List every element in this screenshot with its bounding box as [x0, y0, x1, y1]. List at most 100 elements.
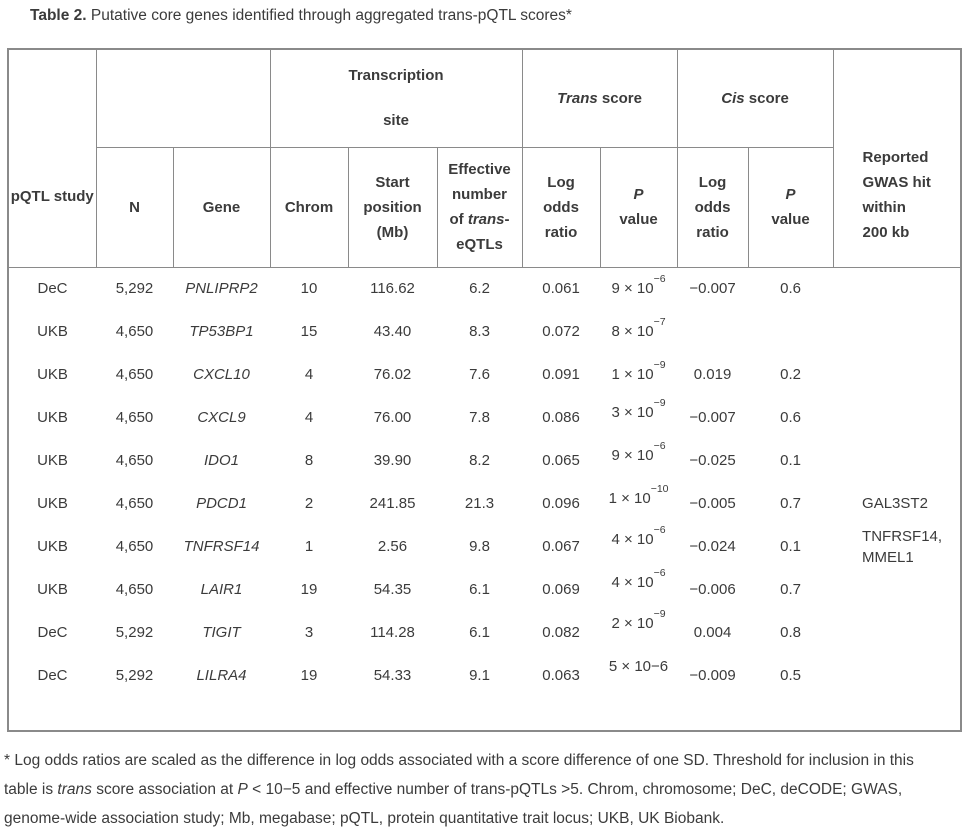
cell-effective-number: 6.2	[469, 280, 490, 298]
table-header: pQTL study Transcription site Trans scor…	[7, 48, 962, 268]
cell-cis-p-value: 0.8	[780, 624, 801, 641]
col-header-gwas-hit: Reported GWAS hit within 200 kb	[832, 48, 962, 268]
cell-trans-p-value: 1 × 10−9	[611, 359, 666, 383]
cell-n: 4,650	[115, 538, 154, 555]
table-row: DeC 5,292 PNLIPRP2 10 116.62 6.2 0.061 9…	[8, 267, 961, 310]
cell-pqtl-study: UKB	[37, 452, 68, 469]
footnote-line-2: table is trans score association at P < …	[4, 781, 903, 798]
cell-pqtl-study: UKB	[37, 323, 68, 340]
table-row: UKB 4,650 LAIR1 19 54.35 6.1 0.069 4 × 1…	[8, 568, 961, 611]
p-value-exponent: −9	[653, 397, 666, 409]
cell-pqtl-study: UKB	[37, 495, 68, 512]
cell-trans-p-value: 8 × 10−7	[611, 316, 666, 340]
cell-trans-p-value: 2 × 10−9	[611, 608, 666, 632]
cell-pqtl-study: DeC	[37, 667, 68, 684]
cell-chrom: 19	[300, 667, 318, 684]
cell-cis-log-odds	[677, 310, 748, 353]
cell-n: 4,650	[115, 452, 154, 469]
cell-cis-log-odds: −0.025	[689, 452, 736, 469]
cell-cis-p-value	[748, 310, 833, 353]
cell-gwas-hit	[833, 267, 961, 310]
col-header-start-position: Start position (Mb)	[347, 146, 438, 268]
group-header-transcription-site: Transcription site	[269, 48, 523, 148]
cell-trans-log-odds: 0.063	[542, 667, 580, 684]
cell-start-position: 39.90	[373, 452, 412, 469]
cell-chrom: 10	[300, 280, 318, 298]
header-group-row: pQTL study Transcription site Trans scor…	[7, 48, 962, 268]
cell-trans-p-value: 4 × 10−6	[611, 524, 666, 548]
cell-gwas-hit	[833, 353, 961, 396]
col-header-pqtl-study: pQTL study	[7, 48, 97, 268]
cell-trans-log-odds: 0.072	[542, 323, 580, 340]
table-row: UKB 4,650 IDO1 8 39.90 8.2 0.065 9 × 10−…	[8, 439, 961, 482]
table-body: DeC 5,292 PNLIPRP2 10 116.62 6.2 0.061 9…	[8, 267, 961, 731]
cell-trans-log-odds: 0.069	[542, 581, 580, 598]
cell-chrom: 15	[300, 323, 318, 340]
cell-pqtl-study: DeC	[37, 280, 68, 298]
cell-gwas-hit	[833, 439, 961, 482]
cell-trans-p-value: 1 × 10−10	[608, 483, 669, 507]
cell-effective-number: 8.2	[469, 452, 490, 469]
cis-score-italic: Cis	[721, 89, 745, 107]
cell-gene: LILRA4	[196, 667, 247, 684]
cell-cis-log-odds: −0.007	[689, 280, 736, 298]
cell-gene: LAIR1	[200, 581, 243, 598]
cell-n: 4,650	[115, 323, 154, 340]
cell-start-position: 76.00	[373, 409, 412, 426]
cell-cis-p-value: 0.5	[780, 667, 801, 684]
table-row: UKB 4,650 CXCL9 4 76.00 7.8 0.086 3 × 10…	[8, 396, 961, 439]
cell-gwas-hit: TNFRSF14, MMEL1	[862, 527, 943, 566]
cell-n: 4,650	[115, 409, 154, 426]
cell-start-position: 54.35	[373, 581, 412, 598]
cell-gwas-hit	[833, 611, 961, 654]
cell-effective-number: 9.1	[469, 667, 490, 684]
cell-trans-p-value: 3 × 10−9	[611, 397, 666, 421]
p-value-exponent: −6	[653, 273, 666, 286]
cell-gene: PNLIPRP2	[185, 280, 258, 298]
table-caption: Table 2. Putative core genes identified …	[30, 6, 572, 26]
cell-n: 5,292	[115, 624, 154, 641]
cell-chrom: 1	[304, 538, 314, 555]
cell-trans-p-value: 9 × 10−6	[611, 440, 666, 464]
cell-start-position: 76.02	[373, 366, 412, 383]
cell-effective-number: 9.8	[469, 538, 490, 555]
table-row: DeC 5,292 TIGIT 3 114.28 6.1 0.082 2 × 1…	[8, 608, 961, 654]
cell-cis-p-value: 0.1	[780, 538, 801, 555]
cell-cis-log-odds: −0.009	[689, 667, 736, 684]
cell-gwas-hit	[833, 654, 961, 697]
cell-cis-p-value: 0.6	[780, 280, 801, 298]
cell-gwas-hit	[833, 568, 961, 611]
table-row: DeC 5,292 LILRA4 19 54.33 9.1 0.063 5 × …	[8, 654, 961, 697]
cell-gene: TNFRSF14	[183, 538, 260, 555]
cell-start-position: 2.56	[377, 538, 408, 555]
cell-n: 4,650	[115, 366, 154, 383]
cell-gene: CXCL9	[197, 409, 246, 426]
cell-trans-log-odds: 0.086	[542, 409, 580, 426]
col-header-effective-number: Effective number of trans-eQTLs	[436, 146, 523, 268]
cell-start-position: 54.33	[373, 667, 412, 684]
cell-chrom: 2	[304, 495, 314, 512]
cell-cis-log-odds: −0.005	[689, 495, 736, 512]
cell-start-position: 43.40	[373, 323, 412, 340]
cell-n: 5,292	[115, 667, 154, 684]
pqtl-results-table: pQTL study Transcription site Trans scor…	[7, 48, 963, 732]
footnote-line-3: genome-wide association study; Mb, megab…	[4, 810, 725, 827]
cell-pqtl-study: UKB	[37, 409, 68, 426]
p-value-exponent: −6	[653, 524, 666, 536]
table-row: UKB 4,650 TP53BP1 15 43.40 8.3 0.072 8 ×…	[8, 310, 961, 353]
cell-pqtl-study: DeC	[37, 624, 68, 641]
cell-effective-number: 7.8	[469, 409, 490, 426]
cell-n: 4,650	[115, 581, 154, 598]
cell-chrom: 4	[304, 409, 314, 426]
cell-effective-number: 8.3	[469, 323, 490, 340]
cell-n: 5,292	[115, 280, 154, 298]
group-header-trans-score: Trans score	[521, 48, 678, 148]
cell-chrom: 19	[300, 581, 318, 598]
table-footnote: * Log odds ratios are scaled as the diff…	[4, 746, 966, 833]
cell-n: 4,650	[115, 495, 154, 512]
cell-trans-log-odds: 0.082	[542, 624, 580, 641]
cell-gene: TP53BP1	[189, 323, 254, 340]
cell-cis-p-value: 0.7	[780, 581, 801, 598]
